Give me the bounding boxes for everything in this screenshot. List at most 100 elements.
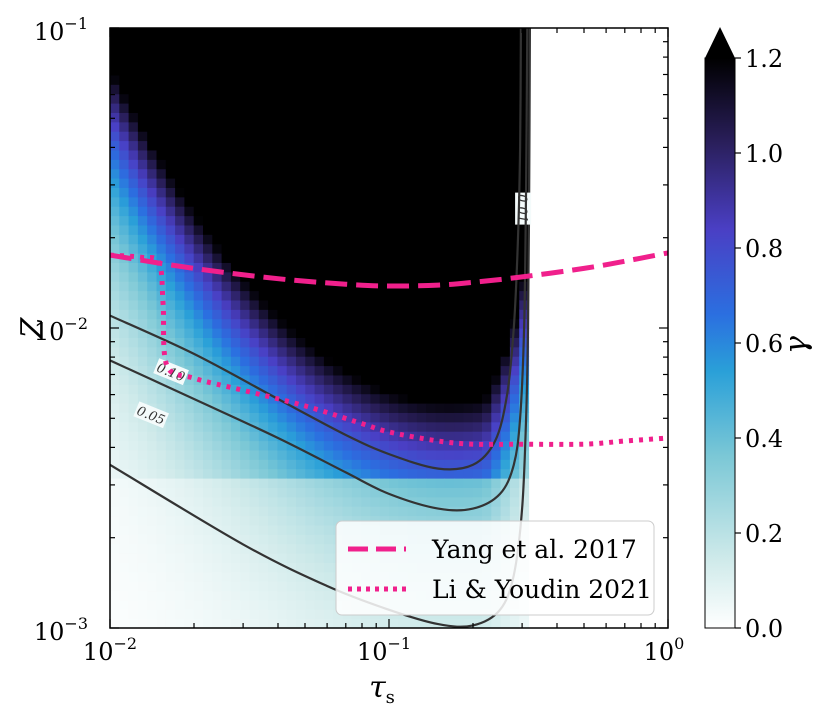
- heatmap-cell: [240, 112, 251, 123]
- heatmap-cell: [500, 140, 511, 151]
- heatmap-cell: [193, 599, 204, 610]
- heatmap-cell: [193, 281, 204, 292]
- heatmap-cell: [258, 524, 269, 535]
- heatmap-cell: [454, 65, 464, 76]
- heatmap-cell: [509, 168, 520, 179]
- heatmap-cell: [472, 421, 483, 432]
- heatmap-cell: [156, 224, 167, 235]
- heatmap-cell: [454, 374, 464, 385]
- heatmap-cell: [333, 28, 344, 38]
- heatmap-cell: [314, 337, 325, 348]
- heatmap-cell: [258, 37, 269, 48]
- heatmap-cell: [379, 346, 390, 357]
- heatmap-cell: [221, 440, 232, 451]
- heatmap-cell: [240, 487, 251, 498]
- heatmap-cell: [286, 234, 297, 245]
- heatmap-cell: [212, 356, 223, 367]
- heatmap-cell: [361, 46, 371, 57]
- heatmap-cell: [296, 215, 306, 226]
- heatmap-cell: [221, 253, 232, 263]
- heatmap-cell: [296, 412, 306, 423]
- heatmap-cell: [110, 168, 120, 179]
- heatmap-cell: [175, 234, 185, 245]
- heatmap-cell: [482, 478, 492, 488]
- heatmap-cell: [509, 506, 520, 517]
- heatmap-cell: [305, 103, 316, 113]
- heatmap-cell: [110, 374, 120, 385]
- heatmap-cell: [379, 234, 390, 245]
- heatmap-cell: [165, 140, 176, 151]
- heatmap-cell: [361, 196, 371, 207]
- heatmap-cell: [482, 178, 492, 188]
- heatmap-cell: [203, 28, 213, 38]
- heatmap-cell: [230, 421, 241, 432]
- heatmap-cell: [361, 337, 371, 348]
- heatmap-cell: [277, 346, 288, 357]
- heatmap-cell: [277, 299, 288, 310]
- heatmap-cell: [435, 468, 446, 479]
- heatmap-cell: [435, 271, 446, 282]
- heatmap-cell: [268, 590, 278, 601]
- heatmap-cell: [398, 74, 409, 85]
- series-curves: [110, 250, 668, 447]
- heatmap-cell: [156, 112, 167, 123]
- heatmap-cell: [407, 131, 418, 142]
- heatmap-cell: [361, 65, 371, 76]
- heatmap-cell: [230, 328, 241, 338]
- heatmap-cell: [509, 393, 520, 404]
- heatmap-cell: [333, 365, 344, 376]
- heatmap-cell: [258, 84, 269, 95]
- heatmap-cell: [221, 328, 232, 338]
- heatmap-cell: [463, 618, 474, 628]
- heatmap-cell: [212, 562, 223, 573]
- heatmap-cell: [268, 224, 278, 235]
- heatmap-cell: [305, 496, 316, 507]
- heatmap-cell: [305, 196, 316, 207]
- heatmap-cell: [342, 159, 353, 170]
- heatmap-cell: [221, 590, 232, 601]
- heatmap-cell: [500, 253, 511, 263]
- heatmap-cell: [296, 318, 306, 329]
- heatmap-cell: [463, 224, 474, 235]
- heatmap-cell: [379, 337, 390, 348]
- heatmap-cell: [463, 281, 474, 292]
- heatmap-cell: [351, 365, 362, 376]
- heatmap-cell: [193, 103, 204, 113]
- heatmap-cell: [230, 93, 241, 104]
- heatmap-cell: [175, 187, 185, 198]
- heatmap-cell: [426, 187, 437, 198]
- heatmap-cell: [268, 112, 278, 123]
- heatmap-cell: [407, 506, 418, 517]
- heatmap-cell: [184, 215, 195, 226]
- heatmap-cell: [463, 393, 474, 404]
- heatmap-cell: [305, 571, 316, 582]
- heatmap-cell: [482, 309, 492, 320]
- heatmap-cell: [398, 37, 409, 48]
- heatmap-cell: [379, 215, 390, 226]
- heatmap-cell: [370, 328, 381, 338]
- heatmap-cell: [249, 609, 260, 620]
- heatmap-cell: [296, 206, 306, 217]
- heatmap-cell: [249, 37, 260, 48]
- heatmap-cell: [323, 356, 334, 367]
- heatmap-cell: [268, 309, 278, 320]
- heatmap-cell: [119, 393, 130, 404]
- heatmap-cell: [323, 215, 334, 226]
- heatmap-cell: [249, 515, 260, 526]
- heatmap-cell: [426, 318, 437, 329]
- heatmap-cell: [491, 168, 502, 179]
- heatmap-cell: [333, 384, 344, 395]
- heatmap-cell: [454, 84, 464, 95]
- heatmap-cell: [389, 487, 399, 498]
- heatmap-cell: [221, 121, 232, 132]
- heatmap-cell: [277, 562, 288, 573]
- heatmap-cell: [361, 496, 371, 507]
- heatmap-cell: [416, 318, 427, 329]
- heatmap-cell: [165, 290, 176, 301]
- heatmap-cell: [193, 449, 204, 460]
- heatmap-cell: [398, 318, 409, 329]
- heatmap-cell: [389, 56, 399, 67]
- heatmap-cell: [268, 581, 278, 592]
- heatmap-cell: [416, 506, 427, 517]
- heatmap-cell: [156, 449, 167, 460]
